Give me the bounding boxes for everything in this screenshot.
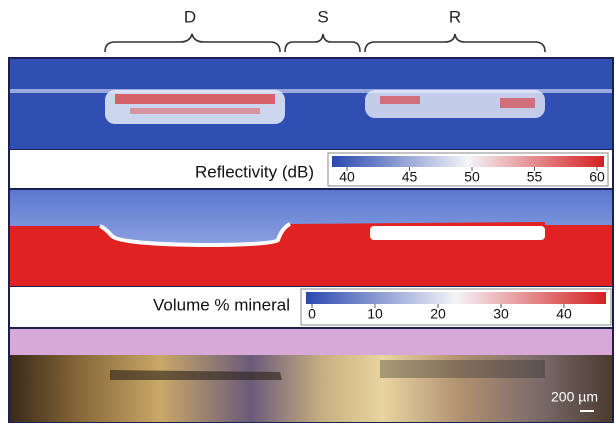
colorbar-tick-label: 0 <box>308 306 316 322</box>
colorbar-tick-label: 60 <box>589 169 605 185</box>
region-label: R <box>449 7 461 26</box>
colorbar-tick-label: 55 <box>527 169 543 185</box>
region-label: S <box>317 7 328 26</box>
region-labels: D S R <box>184 7 461 26</box>
mineral-image <box>10 190 612 286</box>
colorbar-tick-label: 10 <box>367 306 383 322</box>
region-label: D <box>184 7 196 26</box>
figure: D S R Reflectivity (dB) 40 45 50 55 60 Volum… <box>0 0 616 425</box>
colorbar <box>332 156 604 167</box>
colorbar-tick-label: 20 <box>430 306 446 322</box>
colorbar-tick-label: 30 <box>493 306 509 322</box>
oct-image <box>10 59 612 149</box>
colorbar-tick-label: 45 <box>402 169 418 185</box>
colorbar-tick-label: 50 <box>464 169 480 185</box>
colorbar-tick-label: 40 <box>339 169 355 185</box>
histology-image <box>10 329 612 422</box>
braces <box>105 34 545 52</box>
colorbar <box>306 292 606 304</box>
colorbar-title: Volume % mineral <box>153 295 290 314</box>
colorbar-title: Reflectivity (dB) <box>195 162 314 181</box>
scale-bar-label: 200 µm <box>551 389 598 405</box>
colorbar-tick-label: 40 <box>556 306 572 322</box>
